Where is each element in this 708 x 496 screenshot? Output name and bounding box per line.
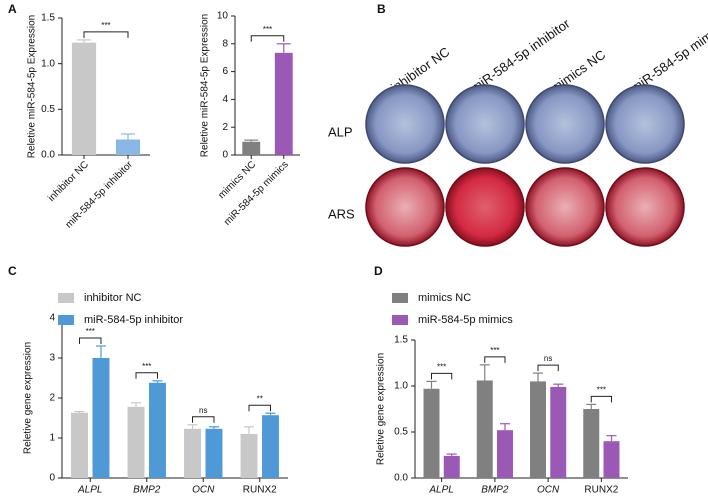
significance-bracket bbox=[135, 372, 158, 379]
y-tick-label: 1 bbox=[49, 433, 55, 444]
x-tick-label: OCN bbox=[192, 485, 215, 496]
x-tick-label: OCN bbox=[537, 485, 560, 496]
significance-label: *** bbox=[490, 346, 499, 355]
well-photo bbox=[365, 84, 445, 164]
y-axis-label: Reletive miR-584-5p Expression bbox=[200, 14, 211, 157]
x-tick-label: ALPL bbox=[77, 485, 102, 496]
bar bbox=[242, 141, 261, 155]
y-tick-label: 0 bbox=[49, 473, 55, 484]
y-tick-label: 0.0 bbox=[41, 150, 55, 161]
bar bbox=[240, 434, 258, 478]
significance-label: ** bbox=[257, 394, 263, 403]
y-tick-label: 4 bbox=[222, 94, 228, 105]
significance-bracket bbox=[250, 35, 285, 42]
well-photo bbox=[605, 84, 685, 164]
bar bbox=[423, 388, 440, 478]
bar bbox=[583, 409, 600, 478]
x-tick-label: inhibitor NC bbox=[46, 159, 91, 204]
bar bbox=[184, 428, 201, 478]
y-tick-label: 10 bbox=[217, 11, 229, 22]
bar bbox=[476, 380, 493, 478]
significance-label: ns bbox=[544, 354, 552, 363]
well-photo bbox=[525, 84, 605, 164]
x-tick-label: RUNX2 bbox=[584, 485, 618, 496]
y-tick-label: 0.5 bbox=[394, 427, 408, 438]
significance-label: *** bbox=[142, 362, 151, 371]
row-label: ALP bbox=[328, 124, 353, 139]
legend-label: mimics NC bbox=[418, 292, 471, 304]
y-tick-label: 0 bbox=[222, 150, 228, 161]
significance-bracket bbox=[537, 364, 559, 372]
x-tick-label: BMP2 bbox=[133, 485, 161, 496]
y-tick-label: 6 bbox=[222, 66, 228, 77]
bar bbox=[530, 381, 546, 478]
bar bbox=[71, 42, 97, 155]
y-axis-label: Reletive miR-584-5p Expression bbox=[27, 15, 38, 158]
well-photo bbox=[365, 167, 445, 247]
bar bbox=[127, 406, 145, 478]
legend-label: miR-584-5p inhibitor bbox=[84, 314, 183, 326]
x-tick-label: miR-584-5p mimics bbox=[222, 159, 291, 228]
y-tick-label: 2 bbox=[222, 122, 228, 133]
bar bbox=[274, 52, 293, 155]
legend-swatch bbox=[58, 293, 74, 303]
significance-bracket bbox=[484, 356, 506, 363]
legend-label: inhibitor NC bbox=[84, 292, 142, 304]
panel-letter: D bbox=[374, 264, 383, 278]
significance-label: *** bbox=[263, 25, 272, 34]
significance-bracket bbox=[431, 372, 453, 380]
significance-label: *** bbox=[101, 21, 110, 30]
significance-label: *** bbox=[86, 327, 95, 336]
significance-bracket bbox=[83, 31, 129, 38]
bar bbox=[92, 358, 110, 478]
significance-bracket bbox=[590, 395, 612, 403]
column-label: miR-584-5p mimics bbox=[628, 18, 708, 95]
significance-bracket bbox=[248, 404, 271, 412]
x-tick-label: ALPL bbox=[428, 485, 453, 496]
well-photo bbox=[445, 84, 525, 164]
y-tick-label: 2 bbox=[49, 393, 55, 404]
bar bbox=[205, 428, 223, 478]
well-photo bbox=[445, 167, 525, 247]
legend-label: miR-584-5p mimics bbox=[418, 314, 513, 326]
significance-label: *** bbox=[437, 363, 446, 372]
bar bbox=[71, 412, 88, 478]
legend-swatch bbox=[58, 315, 74, 325]
legend-swatch bbox=[392, 315, 408, 325]
y-tick-label: 3 bbox=[49, 353, 55, 364]
bar bbox=[149, 382, 166, 478]
x-tick-label: BMP2 bbox=[481, 485, 509, 496]
bar bbox=[550, 386, 567, 478]
panel-letter: A bbox=[8, 2, 17, 16]
legend-swatch bbox=[392, 293, 408, 303]
significance-bracket bbox=[79, 337, 102, 344]
y-tick-label: 0.5 bbox=[41, 104, 55, 115]
y-tick-label: 4 bbox=[49, 313, 55, 324]
panel-letter: C bbox=[8, 264, 17, 278]
bar bbox=[497, 430, 513, 478]
significance-label: *** bbox=[597, 386, 606, 395]
row-label: ARS bbox=[328, 206, 355, 221]
y-tick-label: 1.5 bbox=[41, 13, 55, 24]
y-tick-label: 1.0 bbox=[41, 58, 55, 69]
x-tick-label: RUNX2 bbox=[243, 485, 277, 496]
y-tick-label: 1.5 bbox=[394, 335, 408, 346]
y-axis-label: Reletive gene expression bbox=[23, 342, 34, 454]
bar bbox=[443, 455, 460, 478]
bar bbox=[115, 139, 141, 155]
significance-label: ns bbox=[199, 406, 207, 415]
bar bbox=[262, 415, 279, 478]
bar bbox=[603, 441, 620, 478]
y-tick-label: 1.0 bbox=[394, 381, 408, 392]
y-tick-label: 0.0 bbox=[394, 473, 408, 484]
well-photo bbox=[525, 167, 605, 247]
well-photo bbox=[605, 167, 685, 247]
significance-bracket bbox=[192, 416, 215, 423]
y-tick-label: 8 bbox=[222, 38, 228, 49]
y-axis-label: Reletive gene expression bbox=[376, 353, 387, 465]
panel-letter: B bbox=[377, 2, 386, 16]
